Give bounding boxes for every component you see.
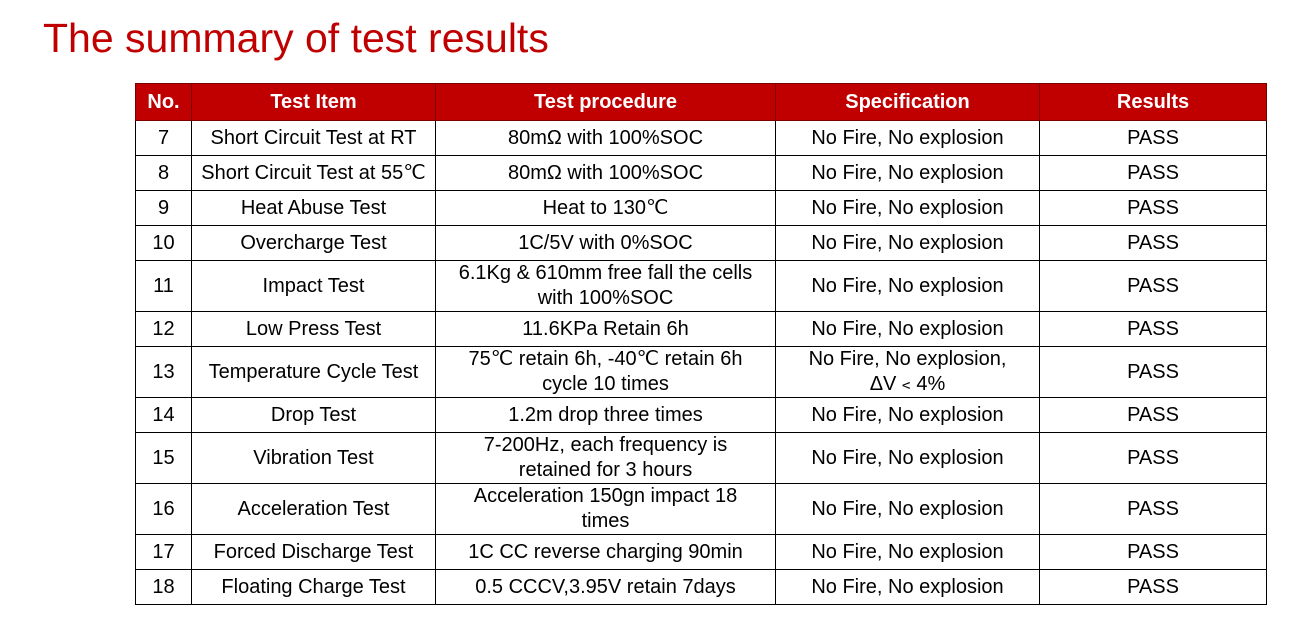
header-test-item: Test Item [192,84,436,121]
cell-no: 8 [136,156,192,191]
header-specification: Specification [776,84,1040,121]
cell-procedure: 80mΩ with 100%SOC [436,156,776,191]
table-row: 7 Short Circuit Test at RT 80mΩ with 100… [136,121,1267,156]
cell-no: 10 [136,226,192,261]
cell-no: 14 [136,398,192,433]
cell-test-item: Forced Discharge Test [192,535,436,570]
cell-test-item: Low Press Test [192,312,436,347]
cell-procedure: Heat to 130℃ [436,191,776,226]
table-header-row: No. Test Item Test procedure Specificati… [136,84,1267,121]
cell-result: PASS [1040,312,1267,347]
table-row: 9 Heat Abuse Test Heat to 130℃ No Fire, … [136,191,1267,226]
header-no: No. [136,84,192,121]
cell-specification: No Fire, No explosion [776,535,1040,570]
cell-result: PASS [1040,156,1267,191]
cell-procedure: 6.1Kg & 610mm free fall the cells with 1… [436,261,776,312]
cell-no: 15 [136,433,192,484]
header-test-procedure: Test procedure [436,84,776,121]
table-row: 15 Vibration Test 7-200Hz, each frequenc… [136,433,1267,484]
cell-test-item: Acceleration Test [192,484,436,535]
cell-no: 13 [136,347,192,398]
cell-result: PASS [1040,535,1267,570]
cell-specification: No Fire, No explosion [776,484,1040,535]
cell-test-item: Vibration Test [192,433,436,484]
cell-test-item: Floating Charge Test [192,570,436,605]
cell-procedure: 0.5 CCCV,3.95V retain 7days [436,570,776,605]
cell-procedure: 11.6KPa Retain 6h [436,312,776,347]
table-row: 14 Drop Test 1.2m drop three times No Fi… [136,398,1267,433]
cell-result: PASS [1040,484,1267,535]
cell-test-item: Short Circuit Test at 55℃ [192,156,436,191]
table-row: 10 Overcharge Test 1C/5V with 0%SOC No F… [136,226,1267,261]
test-results-table: No. Test Item Test procedure Specificati… [135,83,1267,605]
table-row: 8 Short Circuit Test at 55℃ 80mΩ with 10… [136,156,1267,191]
cell-specification: No Fire, No explosion [776,433,1040,484]
cell-procedure: 1.2m drop three times [436,398,776,433]
cell-no: 11 [136,261,192,312]
cell-procedure: 80mΩ with 100%SOC [436,121,776,156]
cell-result: PASS [1040,191,1267,226]
cell-specification: No Fire, No explosion, ΔV﹤4% [776,347,1040,398]
cell-specification: No Fire, No explosion [776,226,1040,261]
cell-result: PASS [1040,121,1267,156]
cell-result: PASS [1040,398,1267,433]
table-row: 17 Forced Discharge Test 1C CC reverse c… [136,535,1267,570]
cell-no: 7 [136,121,192,156]
cell-procedure: 75℃ retain 6h, -40℃ retain 6h cycle 10 t… [436,347,776,398]
cell-no: 18 [136,570,192,605]
cell-test-item: Overcharge Test [192,226,436,261]
cell-test-item: Temperature Cycle Test [192,347,436,398]
cell-test-item: Heat Abuse Test [192,191,436,226]
cell-test-item: Drop Test [192,398,436,433]
cell-result: PASS [1040,433,1267,484]
cell-test-item: Impact Test [192,261,436,312]
cell-no: 9 [136,191,192,226]
table-row: 13 Temperature Cycle Test 75℃ retain 6h,… [136,347,1267,398]
cell-result: PASS [1040,570,1267,605]
cell-procedure: 7-200Hz, each frequency is retained for … [436,433,776,484]
cell-specification: No Fire, No explosion [776,156,1040,191]
cell-no: 17 [136,535,192,570]
cell-result: PASS [1040,347,1267,398]
cell-result: PASS [1040,261,1267,312]
cell-specification: No Fire, No explosion [776,398,1040,433]
cell-procedure: Acceleration 150gn impact 18 times [436,484,776,535]
cell-procedure: 1C CC reverse charging 90min [436,535,776,570]
header-results: Results [1040,84,1267,121]
table-row: 11 Impact Test 6.1Kg & 610mm free fall t… [136,261,1267,312]
cell-no: 12 [136,312,192,347]
cell-specification: No Fire, No explosion [776,121,1040,156]
cell-specification: No Fire, No explosion [776,261,1040,312]
cell-specification: No Fire, No explosion [776,191,1040,226]
cell-specification: No Fire, No explosion [776,570,1040,605]
cell-specification: No Fire, No explosion [776,312,1040,347]
table-row: 18 Floating Charge Test 0.5 CCCV,3.95V r… [136,570,1267,605]
table-row: 16 Acceleration Test Acceleration 150gn … [136,484,1267,535]
table-row: 12 Low Press Test 11.6KPa Retain 6h No F… [136,312,1267,347]
cell-procedure: 1C/5V with 0%SOC [436,226,776,261]
cell-no: 16 [136,484,192,535]
cell-test-item: Short Circuit Test at RT [192,121,436,156]
page-title: The summary of test results [43,12,549,64]
cell-result: PASS [1040,226,1267,261]
